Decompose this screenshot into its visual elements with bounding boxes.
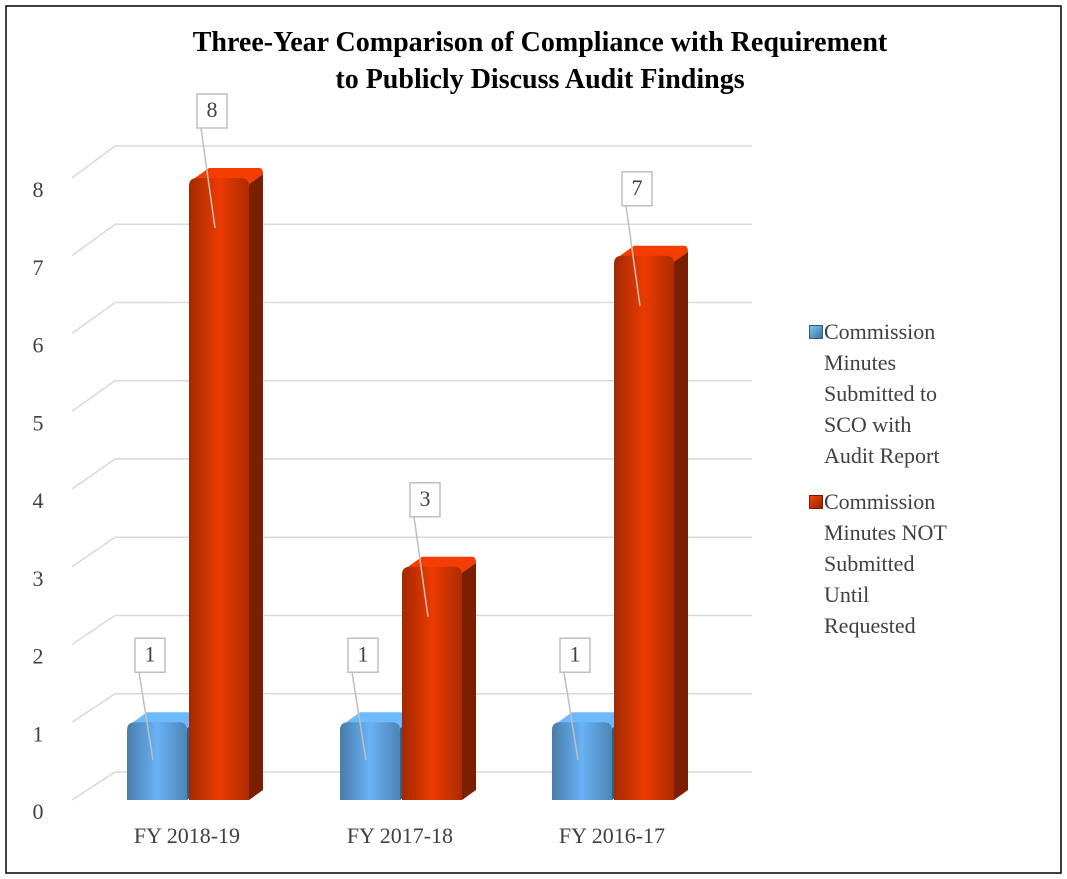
chart-border xyxy=(5,5,1062,874)
legend-item: Commission Minutes NOT Submitted Until R… xyxy=(809,486,964,641)
bar-side xyxy=(249,174,263,800)
data-label-box xyxy=(559,637,591,673)
legend-label: Commission Minutes NOT Submitted Until R… xyxy=(824,489,947,638)
bar-front xyxy=(189,178,249,800)
grid-line xyxy=(71,536,752,568)
data-label: 1 xyxy=(145,641,156,666)
bar-front xyxy=(614,255,674,800)
y-tick-label: 7 xyxy=(33,255,44,280)
leader-line xyxy=(625,205,641,306)
data-label-box xyxy=(134,637,166,673)
data-label: 1 xyxy=(358,641,369,666)
bar-front xyxy=(340,722,400,800)
grid-line xyxy=(71,458,752,490)
grid-line xyxy=(71,223,752,257)
legend-swatch xyxy=(809,495,823,509)
legend-item: Commission Minutes Submitted to SCO with… xyxy=(809,316,964,471)
data-label: 1 xyxy=(570,641,581,666)
grid-line xyxy=(71,771,752,801)
bar-front xyxy=(402,566,462,800)
grid-line xyxy=(71,301,752,335)
bar-side xyxy=(674,251,688,800)
legend-swatch xyxy=(809,325,823,339)
bar-front xyxy=(127,722,187,800)
y-tick-label: 2 xyxy=(33,644,44,669)
x-tick-label: FY 2018-19 xyxy=(134,823,240,848)
data-label-box xyxy=(347,637,379,673)
bar xyxy=(402,556,476,800)
y-tick-label: 1 xyxy=(33,721,44,746)
leader-line xyxy=(351,672,367,761)
leader-line xyxy=(138,672,154,761)
bar xyxy=(189,168,263,800)
bar-side xyxy=(462,562,476,800)
leader-line xyxy=(563,672,579,761)
y-tick-label: 3 xyxy=(33,566,44,591)
data-label: 8 xyxy=(207,97,218,122)
chart-title: Three-Year Comparison of Compliance with… xyxy=(192,27,888,95)
bar-front xyxy=(552,722,612,800)
grid-line xyxy=(71,145,752,179)
x-tick-label: FY 2017-18 xyxy=(347,823,453,848)
legend-label: Commission Minutes Submitted to SCO with… xyxy=(824,319,940,468)
grid-line xyxy=(71,693,752,723)
leader-line xyxy=(200,127,216,229)
data-label: 7 xyxy=(632,175,643,200)
grid-line xyxy=(71,380,752,412)
data-label-box xyxy=(409,482,441,518)
x-tick-label: FY 2016-17 xyxy=(559,823,665,848)
bar xyxy=(614,245,688,800)
y-tick-label: 6 xyxy=(33,333,44,358)
grid-line xyxy=(71,614,752,646)
y-tick-label: 5 xyxy=(33,410,44,435)
data-label-box xyxy=(196,93,228,129)
data-label: 3 xyxy=(420,486,431,511)
y-tick-label: 0 xyxy=(33,799,44,824)
data-label-box xyxy=(621,171,653,207)
y-tick-label: 4 xyxy=(33,488,44,513)
y-tick-label: 8 xyxy=(33,177,44,202)
leader-line xyxy=(413,516,429,617)
